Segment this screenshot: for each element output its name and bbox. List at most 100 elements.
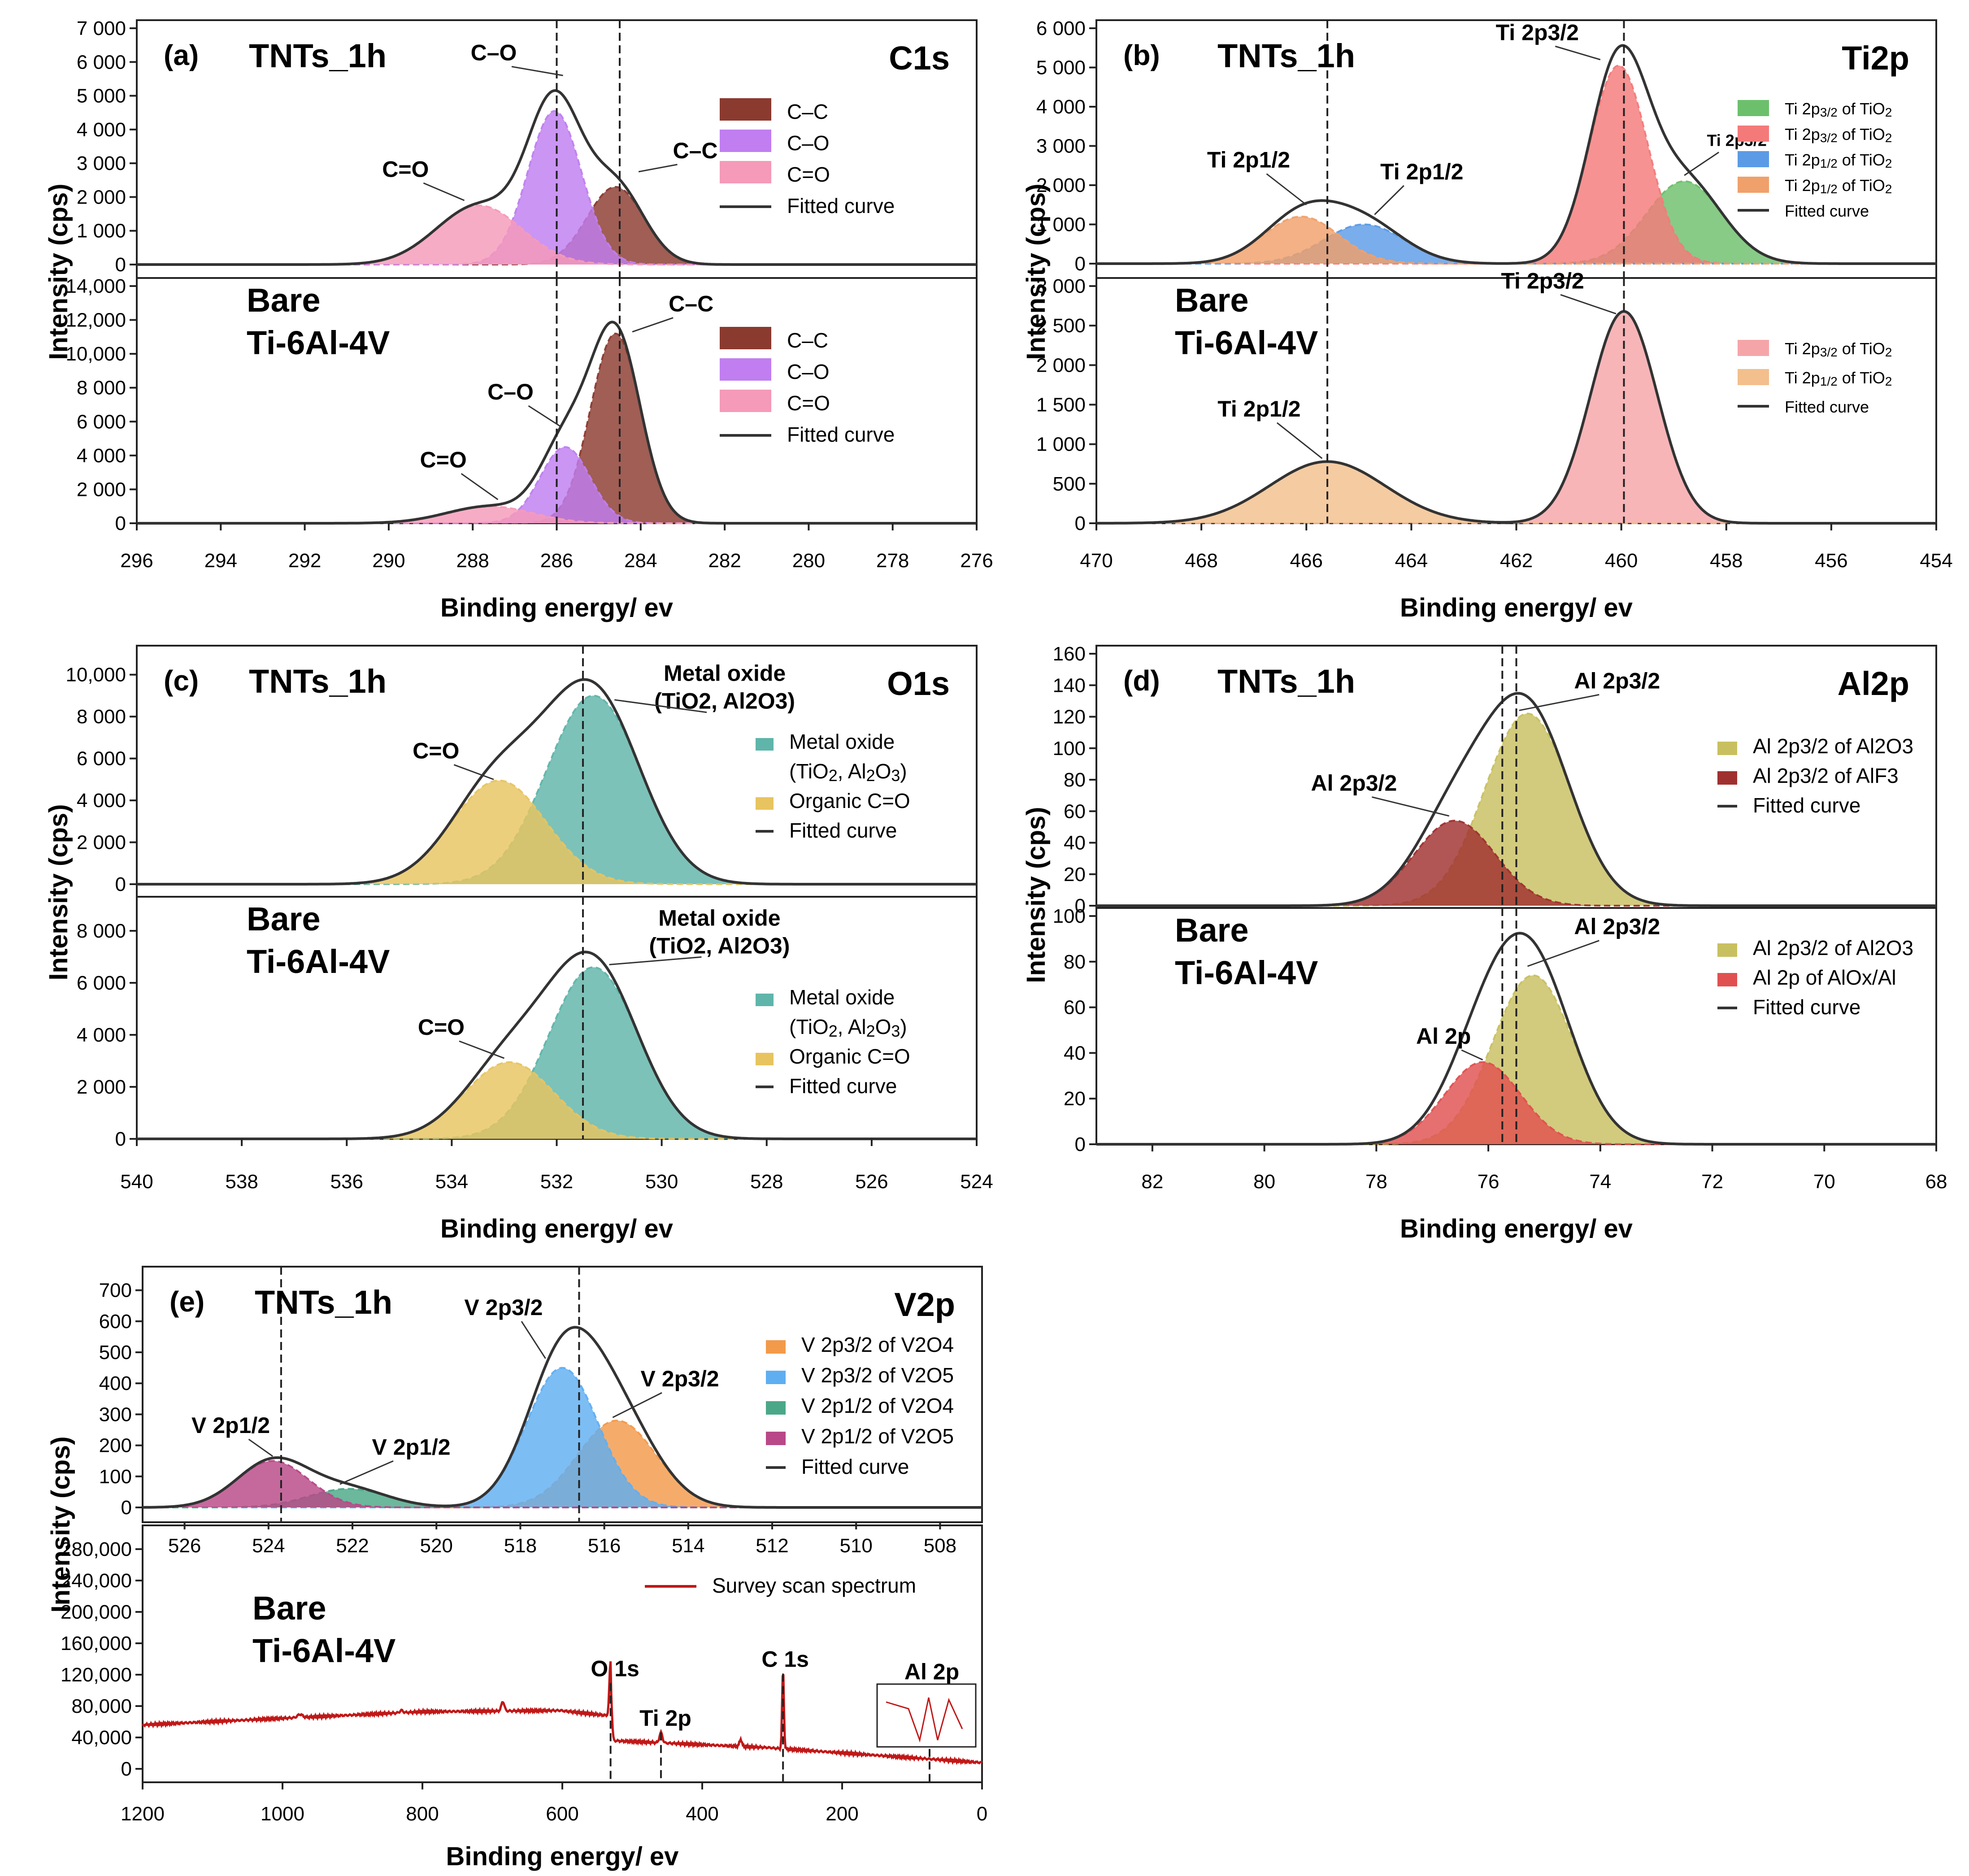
sample-label: TNTs_1h — [1217, 37, 1355, 74]
x-tick-label: 520 — [420, 1535, 452, 1557]
legend-label: Ti 2p3/2 of TiO2 — [1785, 339, 1892, 359]
x-tick-label: 530 — [645, 1171, 678, 1193]
peak-1-area — [137, 967, 977, 1139]
sample-label: Ti-6Al-4V — [1175, 324, 1318, 361]
y-tick-label: 500 — [99, 1342, 132, 1364]
y-tick-label: 5 000 — [77, 85, 126, 107]
y-tick-label: 5 000 — [1036, 57, 1086, 79]
legend-label: Metal oxide — [789, 986, 895, 1009]
survey-peak-label: Al 2p — [904, 1659, 959, 1685]
annotation-leader — [1266, 173, 1307, 205]
y-tick-label: 6 000 — [77, 51, 126, 73]
peak-annotation: C=O — [420, 447, 467, 472]
peak-1-area — [137, 695, 977, 884]
annotation-leader — [609, 956, 702, 965]
legend-swatch — [1738, 369, 1769, 385]
y-tick-label: 60 — [1064, 800, 1086, 822]
y-tick-label: 2 000 — [77, 832, 126, 854]
x-tick-label: 512 — [756, 1535, 788, 1557]
peak-annotation: V 2p1/2 — [372, 1434, 450, 1459]
x-tick-label: 80 — [1253, 1171, 1275, 1193]
peak-annotation: Ti 2p1/2 — [1207, 148, 1290, 173]
legend-label: Ti 2p1/2 of TiO2 — [1785, 151, 1892, 170]
legend-swatch — [766, 1340, 786, 1354]
legend-label: C–O — [787, 131, 830, 155]
y-tick-label: 4 000 — [1036, 96, 1086, 118]
legend-label: Ti 2p3/2 of TiO2 — [1785, 100, 1892, 119]
x-tick-label: 78 — [1365, 1171, 1387, 1193]
legend-swatch — [766, 1371, 786, 1384]
annotation-leader — [453, 764, 494, 780]
annotation-leader — [461, 473, 499, 500]
legend-swatch — [1738, 177, 1769, 193]
peak-annotation: Ti 2p1/2 — [1217, 396, 1300, 421]
legend-swatch — [1738, 151, 1769, 167]
y-tick-label: 1 000 — [1036, 214, 1086, 236]
x-tick-label: 288 — [456, 550, 489, 572]
annotation-leader — [614, 699, 707, 713]
y-tick-label: 1 000 — [77, 220, 126, 242]
legend-label: Fitted curve — [787, 423, 895, 446]
legend-swatch — [756, 738, 774, 751]
legend-swatch — [1717, 973, 1737, 986]
y-tick-label: 2 000 — [77, 1076, 126, 1098]
x-tick-label: 522 — [336, 1535, 369, 1557]
sample-label: Bare — [1175, 282, 1249, 319]
x-tick-label: 276 — [960, 550, 993, 572]
y-tick-label: 7 000 — [77, 17, 126, 39]
fitted-curve — [137, 678, 977, 886]
x-tick-label: 200 — [826, 1803, 858, 1825]
x-tick-label: 536 — [330, 1171, 363, 1193]
sample-label: Ti-6Al-4V — [247, 324, 390, 361]
x-tick-label: 0 — [977, 1803, 987, 1825]
peak-annotation: C=O — [413, 738, 459, 764]
x-tick-label: 70 — [1813, 1171, 1835, 1193]
y-tick-label: 200 — [99, 1435, 132, 1457]
legend-label: Al 2p3/2 of Al2O3 — [1753, 734, 1913, 758]
y-tick-label: 4 000 — [77, 445, 126, 467]
annotation-leader — [1527, 940, 1600, 967]
y-tick-label: 100 — [1053, 738, 1086, 760]
peak-4-area — [1096, 217, 1936, 264]
legend-swatch — [1738, 126, 1769, 142]
x-tick-label: 538 — [225, 1171, 258, 1193]
x-tick-label: 462 — [1500, 550, 1533, 572]
annotation-leader — [1560, 294, 1617, 315]
peak-annotation: Al 2p3/2 — [1574, 668, 1660, 693]
x-tick-label: 282 — [708, 550, 741, 572]
legend-swatch — [720, 327, 771, 349]
x-axis-title: Binding energy/ ev — [1400, 593, 1633, 622]
panel-letter: (b) — [1123, 39, 1160, 71]
peak-annotation: C–O — [471, 40, 517, 65]
x-axis-title: Binding energy/ ev — [440, 1214, 673, 1243]
x-tick-label: 518 — [504, 1535, 537, 1557]
y-tick-label: 0 — [1075, 253, 1086, 275]
legend-swatch — [1717, 771, 1737, 785]
fitted-curve — [1096, 44, 1936, 265]
y-tick-label: 40 — [1064, 832, 1086, 854]
legend-swatch — [756, 994, 774, 1006]
subplot-a-1: 0 1 000 2 000 3 000 4 000 5 000 6 000 7 000 C–O C… — [77, 17, 978, 279]
x-tick-label: 72 — [1701, 1171, 1723, 1193]
y-tick-label: 20 — [1064, 864, 1086, 886]
y-tick-label: 1 500 — [1036, 394, 1086, 416]
sample-label: Bare — [247, 900, 321, 938]
peak-annotation: Al 2p3/2 — [1574, 914, 1660, 939]
x-tick-label: 458 — [1710, 550, 1743, 572]
peak-annotation: Ti 2p1/2 — [1380, 159, 1463, 184]
annotation-leader — [248, 1438, 274, 1457]
peak-annotation: V 2p3/2 — [464, 1295, 543, 1320]
y-tick-label: 20 — [1064, 1088, 1086, 1110]
legend-swatch — [720, 130, 771, 152]
peak-annotation: C=O — [418, 1015, 465, 1040]
peak-annotation-sub: (TiO2, Al2O3) — [649, 933, 790, 958]
legend-label: V 2p3/2 of V2O4 — [801, 1333, 954, 1356]
annotation-leader — [638, 164, 678, 173]
peak-annotation: Ti 2p3/2 — [1501, 268, 1584, 293]
legend-label: (TiO2, Al2O3) — [789, 1015, 907, 1040]
subplot-b-2: 0 500 1 000 1 500 2 000 2 500 3 000 Ti 2p3/2 Ti … — [1036, 268, 1937, 534]
x-tick-label: 278 — [876, 550, 909, 572]
peak-annotation: Al 2p3/2 — [1311, 771, 1397, 796]
peak-2-area — [1096, 461, 1936, 523]
